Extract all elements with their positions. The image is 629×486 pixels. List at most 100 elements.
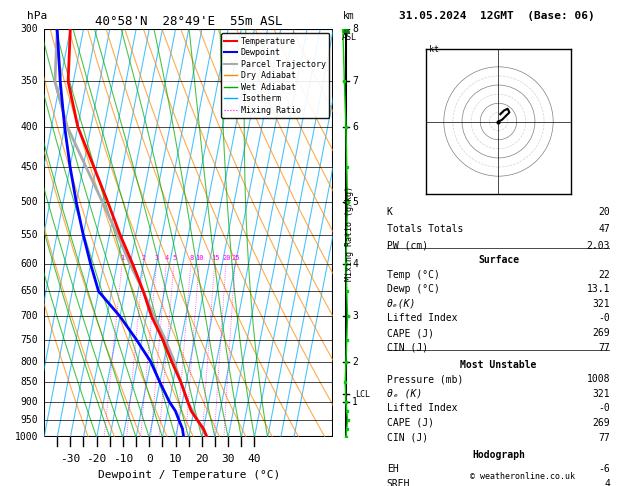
Text: CIN (J): CIN (J) [387,343,428,353]
Parcel Trajectory [64,124,71,130]
Text: 800: 800 [21,357,38,367]
Text: Dewp (°C): Dewp (°C) [387,284,440,295]
Text: 4: 4 [604,479,610,486]
Text: 450: 450 [21,162,38,172]
Dewpoint [180,434,187,440]
Text: 77: 77 [598,433,610,443]
Parcel Trajectory [114,232,121,238]
Text: Pressure (mb): Pressure (mb) [387,374,463,384]
Text: 5: 5 [352,197,358,208]
Text: EH: EH [387,464,399,474]
Text: 2: 2 [142,256,146,261]
Temperature [194,417,201,423]
Text: θₑ (K): θₑ (K) [387,389,422,399]
Text: LCL: LCL [355,390,370,399]
Line: Temperature: Temperature [68,29,207,437]
Text: SREH: SREH [387,479,410,486]
Text: -20: -20 [87,454,107,464]
Text: 15: 15 [211,256,220,261]
Text: 1: 1 [121,256,125,261]
Parcel Trajectory [140,288,147,294]
Dewpoint [66,164,74,170]
Dewpoint [95,288,103,294]
Text: 22: 22 [598,270,610,280]
Parcel Trajectory [51,79,58,85]
Dewpoint [172,408,179,414]
Dewpoint [87,261,94,267]
Temperature [148,313,155,319]
Parcel Trajectory [177,380,185,385]
Dewpoint [61,124,69,130]
Temperature [67,26,74,32]
Parcel Trajectory [126,261,134,267]
Text: kt: kt [429,45,439,54]
Text: © weatheronline.co.uk: © weatheronline.co.uk [470,472,574,481]
Text: Dewpoint / Temperature (°C): Dewpoint / Temperature (°C) [97,470,280,480]
Parcel Trajectory [189,408,196,414]
Parcel Trajectory [99,199,106,205]
Temperature [74,124,82,130]
Text: 0: 0 [146,454,153,464]
Text: 5: 5 [172,256,177,261]
Text: 750: 750 [21,335,38,345]
Text: 600: 600 [21,259,38,269]
Text: 1008: 1008 [587,374,610,384]
Dewpoint [156,380,164,385]
Text: 8: 8 [189,256,193,261]
Parcel Trajectory [82,164,89,170]
Text: 31.05.2024  12GMT  (Base: 06): 31.05.2024 12GMT (Base: 06) [399,11,595,21]
Parcel Trajectory [53,26,61,32]
Text: 400: 400 [21,122,38,132]
Parcel Trajectory [150,313,158,319]
Text: -30: -30 [60,454,81,464]
Text: 7: 7 [352,76,358,87]
Text: Lifted Index: Lifted Index [387,313,457,324]
Text: 8: 8 [352,24,358,34]
Text: 4: 4 [165,256,169,261]
Text: 47: 47 [598,224,610,234]
Title: 40°58'N  28°49'E  55m ASL: 40°58'N 28°49'E 55m ASL [95,15,282,28]
Dewpoint [79,232,87,238]
Parcel Trajectory [170,359,178,364]
Text: Most Unstable: Most Unstable [460,360,537,370]
Text: 500: 500 [21,197,38,208]
Text: 1: 1 [352,397,358,407]
Text: Surface: Surface [478,255,519,265]
Text: Temp (°C): Temp (°C) [387,270,440,280]
Parcel Trajectory [194,417,201,423]
Temperature [203,434,211,440]
Temperature [90,164,97,170]
Text: -0: -0 [598,313,610,324]
Text: 4: 4 [352,259,358,269]
Legend: Temperature, Dewpoint, Parcel Trajectory, Dry Adiabat, Wet Adiabat, Isotherm, Mi: Temperature, Dewpoint, Parcel Trajectory… [221,34,329,118]
Temperature [104,199,111,205]
Parcel Trajectory [203,434,211,440]
Text: 25: 25 [231,256,240,261]
Text: 13.1: 13.1 [587,284,610,295]
Text: 269: 269 [593,328,610,338]
Temperature [200,426,208,432]
Text: ASL: ASL [342,33,357,42]
Text: 20: 20 [598,207,610,217]
Text: hPa: hPa [26,11,47,21]
Text: 20: 20 [195,454,209,464]
Text: km: km [343,11,355,21]
Text: 30: 30 [221,454,235,464]
Text: 850: 850 [21,377,38,387]
Temperature [184,399,191,404]
Text: 6: 6 [352,122,358,132]
Temperature [159,337,167,343]
Text: 20: 20 [222,256,231,261]
Text: 3: 3 [352,312,358,321]
Text: 950: 950 [21,415,38,425]
Text: 550: 550 [21,230,38,240]
Text: Mixing Ratio (g/kg): Mixing Ratio (g/kg) [345,186,353,281]
Text: -0: -0 [598,403,610,414]
Line: Parcel Trajectory: Parcel Trajectory [55,29,207,437]
Dewpoint [179,426,186,432]
Text: 1000: 1000 [14,433,38,442]
Text: Lifted Index: Lifted Index [387,403,457,414]
Parcel Trajectory [198,426,206,432]
Text: 700: 700 [21,312,38,321]
Temperature [64,79,72,85]
